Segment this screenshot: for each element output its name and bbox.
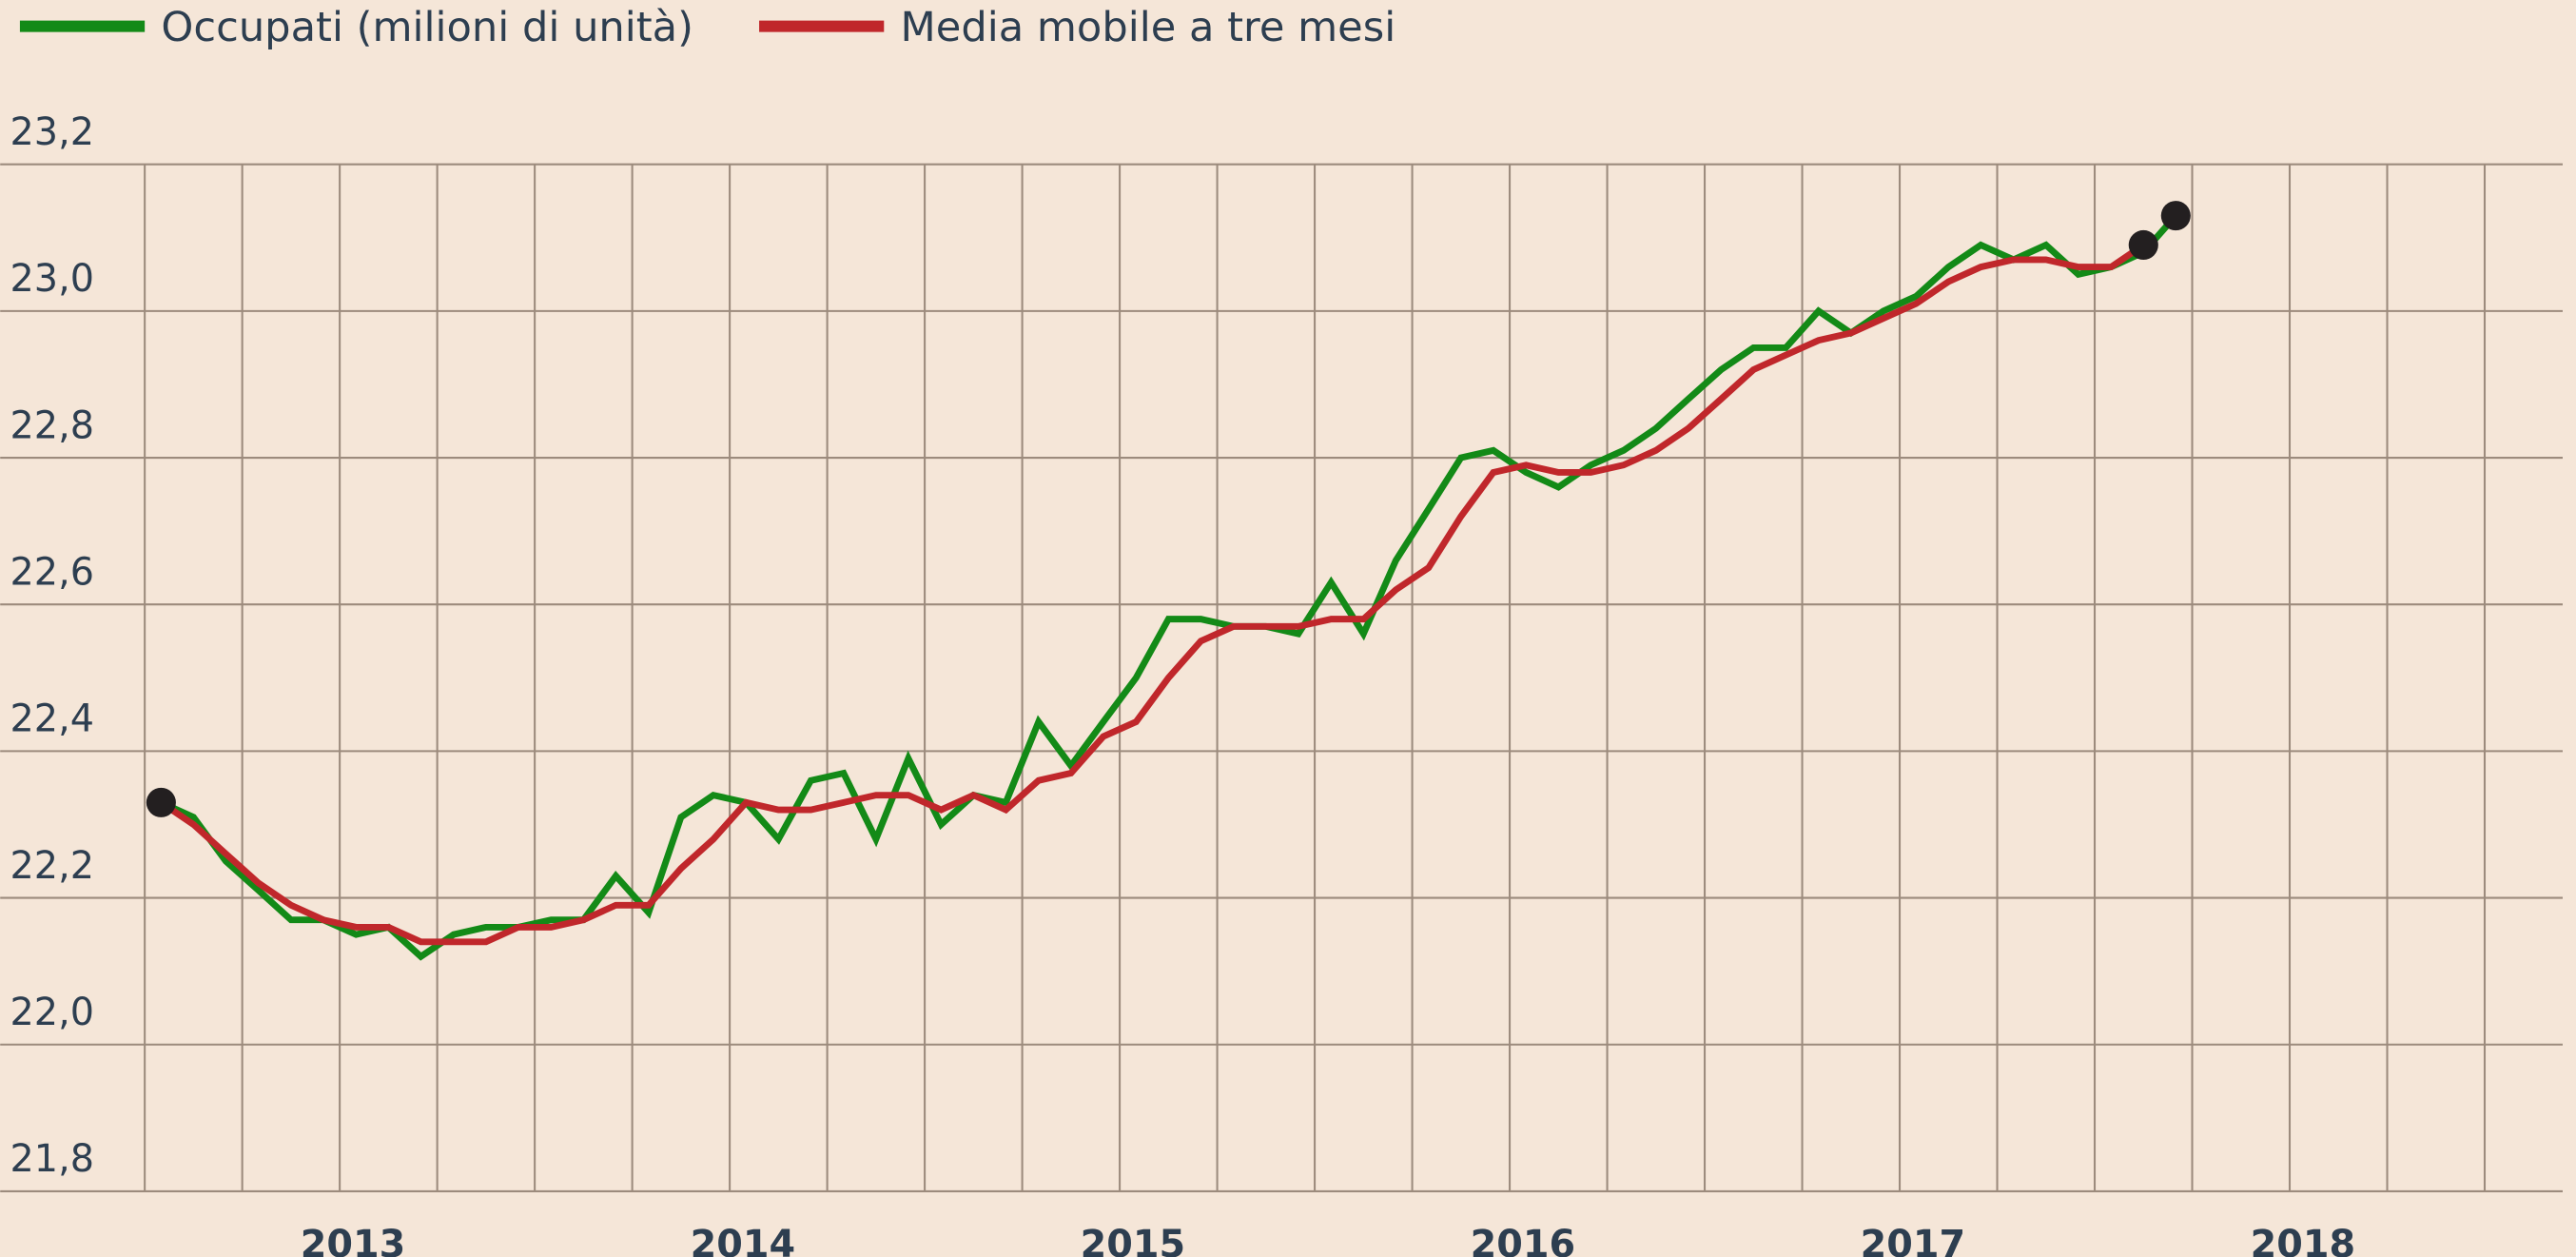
y-tick-label: 22,4 (10, 697, 94, 741)
data-line (159, 242, 2146, 946)
highlight-dot (2128, 229, 2158, 261)
legend: Occupati (milioni di unità) Media mobile … (19, 4, 1396, 51)
x-tick-label: 2018 (2251, 1223, 2356, 1257)
y-tick-label: 23,0 (10, 257, 94, 301)
plot-area (146, 201, 2191, 961)
highlight-dot (146, 787, 176, 817)
x-tick-label: 2017 (1861, 1223, 1966, 1257)
y-tick-label: 22,2 (10, 844, 94, 888)
y-tick-label: 22,6 (10, 550, 94, 594)
legend-label: Media mobile a tre mesi (901, 4, 1396, 51)
y-tick-label: 22,8 (10, 403, 94, 447)
x-tick-label: 2016 (1471, 1223, 1576, 1257)
x-tick-label: 2015 (1081, 1223, 1186, 1257)
y-tick-label: 21,8 (10, 1137, 94, 1181)
legend-label: Occupati (milioni di unità) (161, 4, 693, 51)
x-tick-label: 2013 (301, 1223, 406, 1257)
x-tick-label: 2014 (691, 1223, 796, 1257)
y-tick-label: 23,2 (10, 110, 94, 154)
highlight-dot (2160, 201, 2191, 231)
grid: 21,8 22,0 22,2 22,4 22,6 22,8 23,0 23,2 2013 2014… (0, 110, 2563, 1257)
data-line (159, 213, 2178, 961)
y-tick-label: 22,0 (10, 991, 94, 1034)
